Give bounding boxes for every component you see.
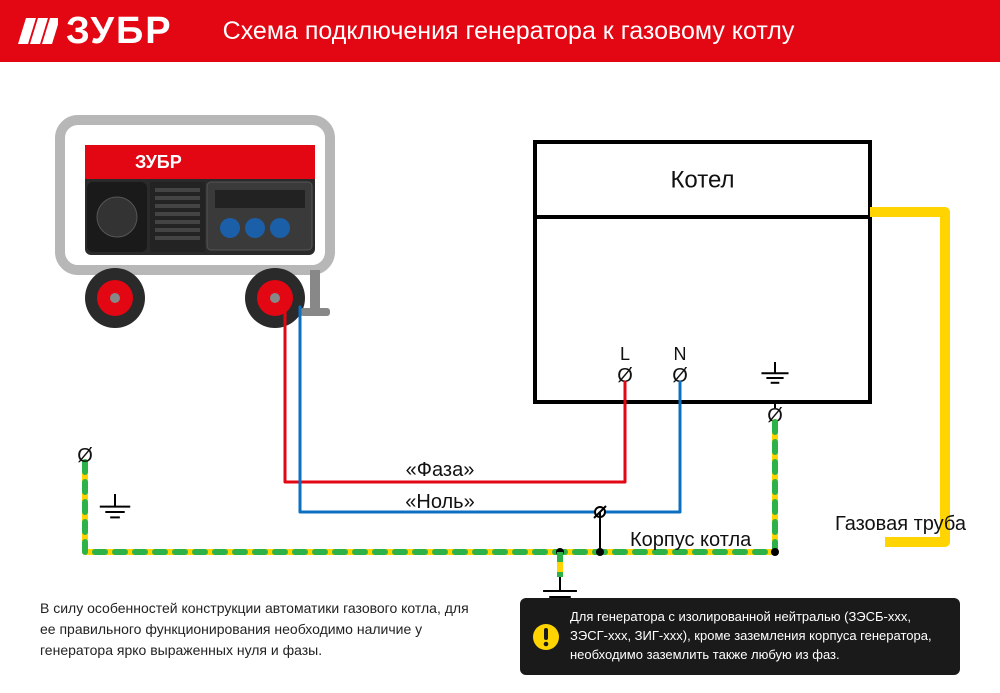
svg-text:Корпус котла: Корпус котла: [630, 529, 752, 551]
warning-icon: [532, 623, 560, 651]
page-title: Схема подключения генератора к газовому …: [223, 17, 795, 46]
svg-text:«Фаза»: «Фаза»: [406, 459, 475, 481]
svg-text:L: L: [620, 344, 630, 364]
svg-text:Котел: Котел: [670, 167, 734, 194]
note-left: В силу особенностей конструкции автомати…: [40, 598, 480, 661]
note-right-text: Для генератора с изолированной нейтралью…: [570, 609, 932, 662]
brand-logo: ЗУБР: [16, 10, 173, 53]
note-right: Для генератора с изолированной нейтралью…: [520, 598, 960, 675]
svg-text:N: N: [674, 344, 687, 364]
header-bar: ЗУБР Схема подключения генератора к газо…: [0, 0, 1000, 62]
brand-name: ЗУБР: [66, 10, 173, 53]
footer: В силу особенностей конструкции автомати…: [0, 598, 1000, 675]
svg-text:«Ноль»: «Ноль»: [405, 491, 474, 513]
logo-icon: [16, 10, 58, 52]
svg-text:Газовая труба: Газовая труба: [835, 513, 967, 535]
svg-text:Ø: Ø: [77, 445, 93, 467]
